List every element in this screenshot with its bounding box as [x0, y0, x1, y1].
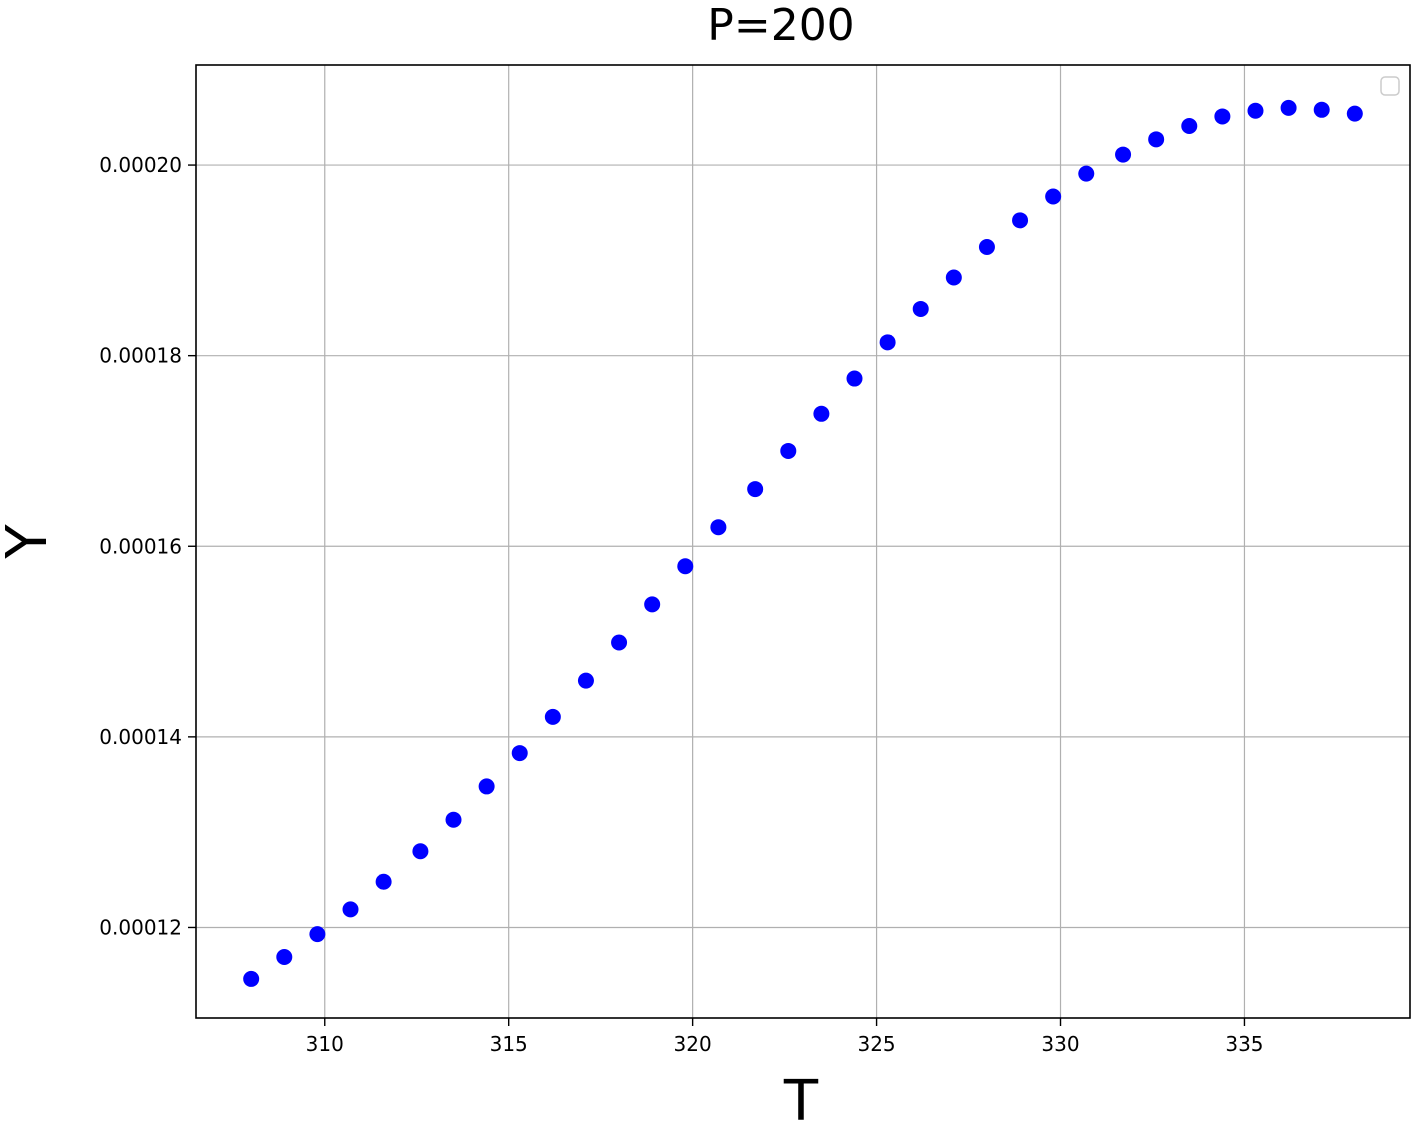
- chart-title: P=200: [707, 0, 854, 51]
- grid-lines: [196, 65, 1410, 1018]
- x-tick-label: 335: [1225, 1032, 1263, 1056]
- data-point: [1214, 108, 1231, 125]
- data-point: [544, 708, 561, 725]
- x-tick-label: 310: [306, 1032, 344, 1056]
- data-point: [945, 269, 962, 286]
- data-point: [478, 778, 495, 795]
- y-tick-label: 0.00018: [99, 344, 182, 368]
- data-point: [1346, 105, 1363, 122]
- data-point: [747, 481, 764, 498]
- data-point: [342, 901, 359, 918]
- x-tick-label: 315: [490, 1032, 528, 1056]
- x-tick-label: 320: [674, 1032, 712, 1056]
- data-point: [412, 843, 429, 860]
- data-point: [445, 811, 462, 828]
- data-points: [243, 99, 1363, 987]
- data-point: [846, 370, 863, 387]
- x-axis-label: T: [783, 1069, 819, 1126]
- data-point: [243, 970, 260, 987]
- data-point: [511, 745, 528, 762]
- y-axis-ticks: 0.00012 0.00014 0.00016 0.00018 0.00020: [99, 153, 196, 939]
- data-point: [1247, 102, 1264, 119]
- y-tick-label: 0.00014: [99, 725, 182, 749]
- data-point: [710, 519, 727, 536]
- x-tick-label: 325: [857, 1032, 895, 1056]
- data-point: [1045, 188, 1062, 205]
- data-point: [677, 558, 694, 575]
- y-tick-label: 0.00016: [99, 534, 182, 558]
- data-point: [577, 672, 594, 689]
- data-point: [879, 334, 896, 351]
- data-point: [1148, 131, 1165, 148]
- data-point: [276, 949, 293, 966]
- data-point: [1280, 99, 1297, 116]
- data-point: [1115, 146, 1132, 163]
- x-tick-label: 330: [1041, 1032, 1079, 1056]
- y-tick-label: 0.00020: [99, 153, 182, 177]
- y-axis-label: Y: [0, 524, 60, 560]
- data-point: [375, 873, 392, 890]
- x-axis-ticks: 310 315 320 325 330 335: [306, 1018, 1264, 1056]
- data-point: [611, 634, 628, 651]
- data-point: [1078, 165, 1095, 182]
- data-point: [912, 300, 929, 317]
- data-point: [644, 596, 661, 613]
- legend-box: [1380, 76, 1400, 96]
- data-point: [309, 926, 326, 943]
- data-point: [978, 239, 995, 256]
- plot-frame: [195, 64, 1411, 1019]
- data-point: [813, 405, 830, 422]
- data-point: [780, 442, 797, 459]
- y-tick-label: 0.00012: [99, 915, 182, 939]
- data-point: [1313, 101, 1330, 118]
- data-point: [1181, 117, 1198, 134]
- data-point: [1012, 212, 1029, 229]
